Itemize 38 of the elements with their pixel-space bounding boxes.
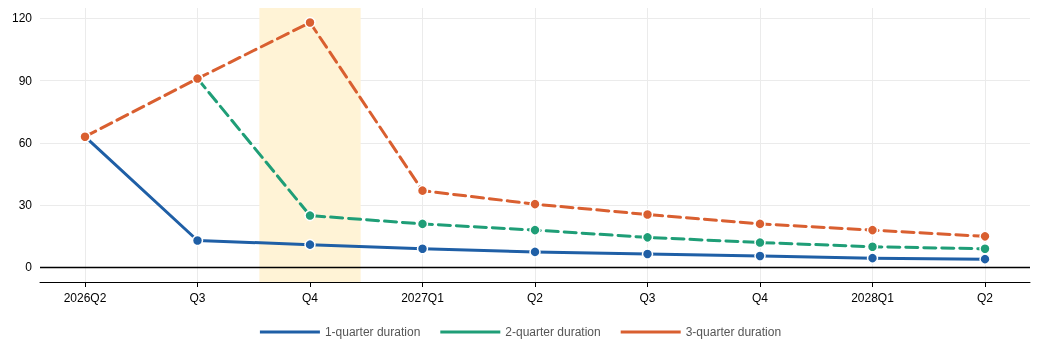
point (754, 250, 766, 262)
point (979, 253, 991, 265)
x-tick-label: Q3 (189, 291, 206, 305)
point (641, 248, 654, 260)
y-tick-label: 90 (18, 73, 33, 88)
x-tick-label: Q3 (639, 291, 656, 305)
y-tick-label: 60 (18, 135, 33, 150)
point (979, 243, 991, 255)
legend-label: 1-quarter duration (324, 325, 421, 339)
point (529, 246, 541, 258)
point (866, 224, 879, 236)
point (866, 252, 879, 264)
x-tick-label: Q2 (526, 291, 544, 305)
point (416, 243, 429, 255)
point (304, 209, 316, 222)
x-tick-label: 2026Q2 (63, 291, 107, 305)
point (304, 238, 316, 251)
legend-label: 3-quarter duration (685, 325, 782, 339)
y-tick-label: 30 (18, 198, 33, 213)
point (304, 16, 316, 29)
x-tick-label: Q2 (976, 291, 994, 305)
point (529, 224, 541, 236)
legend-label: 2-quarter duration (505, 325, 601, 339)
point (416, 218, 429, 230)
point (754, 218, 766, 230)
point (191, 234, 204, 247)
y-tick-label: 120 (11, 11, 33, 26)
point (641, 231, 654, 244)
y-tick-label: 0 (25, 260, 33, 275)
point (866, 240, 879, 253)
point (641, 208, 654, 221)
point (754, 236, 766, 249)
x-tick-label: Q4 (751, 291, 769, 305)
x-tick-label: 2028Q1 (851, 291, 895, 305)
point (979, 230, 991, 243)
x-tick-label: Q4 (301, 291, 319, 305)
x-tick-label: 2027Q1 (401, 291, 445, 305)
point (529, 198, 541, 210)
